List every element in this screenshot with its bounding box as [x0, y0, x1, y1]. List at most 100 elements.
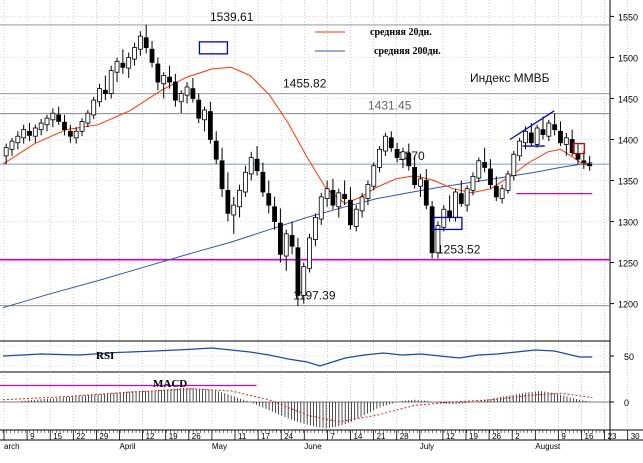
candle-down — [120, 62, 126, 68]
candle-up — [523, 130, 528, 144]
trend-line — [509, 110, 555, 141]
candle-down — [394, 148, 400, 158]
x-tick-label: 15 — [53, 432, 62, 441]
candle-up — [97, 88, 102, 103]
candle-down — [330, 189, 336, 206]
candle-up — [383, 135, 388, 152]
candle-up — [114, 61, 120, 73]
y-tick-label: 1450 — [618, 94, 638, 104]
candlestick-series — [3, 24, 593, 307]
x-tick-label: July — [420, 442, 434, 451]
candle-down — [295, 247, 301, 296]
candle-up — [470, 176, 476, 191]
x-tick-label: 19 — [169, 432, 178, 441]
level-label: 1539.61 — [210, 10, 254, 24]
x-tick-label: 21 — [377, 432, 386, 441]
candle-down — [56, 114, 62, 122]
candle-up — [476, 160, 482, 179]
candle-down — [458, 193, 464, 204]
candle-down — [213, 140, 219, 160]
candle-up — [32, 127, 38, 137]
x-tick-label: 9 — [30, 432, 35, 441]
candle-up — [563, 137, 569, 145]
y-tick-label: 1350 — [618, 177, 638, 187]
legend-ma20-label: средняя 20дн. — [370, 27, 432, 38]
candle-down — [143, 37, 149, 48]
candle-up — [324, 188, 330, 199]
candle-down — [447, 210, 453, 218]
x-tick-label: 29 — [99, 432, 108, 441]
candle-down — [540, 129, 546, 135]
candle-up — [248, 157, 254, 175]
x-tick-label: 26 — [492, 432, 501, 441]
x-tick-label: 28 — [400, 432, 409, 441]
x-tick-label: 7 — [330, 432, 335, 441]
candle-up — [499, 188, 505, 199]
candle-up — [137, 35, 143, 50]
rsi-line — [2, 347, 593, 367]
candle-up — [435, 225, 441, 254]
x-tick-label: 30 — [631, 432, 640, 441]
candle-down — [488, 168, 493, 186]
candle-down — [172, 81, 178, 101]
candle-down — [149, 48, 155, 63]
macd-tick-label: 0 — [624, 398, 629, 408]
candle-down — [587, 163, 593, 167]
candle-down — [196, 99, 202, 119]
candle-up — [108, 70, 114, 94]
x-tick-label: August — [535, 442, 561, 451]
annotation-box — [433, 216, 463, 231]
candle-down — [289, 235, 295, 247]
y-axis: 1550 1500 1450 1400 1350 1300 1250 1200 — [610, 12, 638, 310]
candle-up — [161, 75, 167, 85]
candle-up — [301, 266, 307, 296]
candle-down — [348, 199, 353, 226]
x-tick-label: 12 — [146, 432, 155, 441]
candle-up — [313, 217, 318, 240]
candle-down — [388, 137, 394, 149]
candle-down — [155, 63, 161, 83]
candle-down — [219, 160, 225, 190]
candle-up — [377, 148, 383, 168]
legend: средняя 20дн. средняя 200дн. — [315, 27, 441, 57]
candle-down — [482, 162, 488, 168]
legend-ma200-label: средняя 200дн. — [374, 46, 441, 57]
candle-up — [184, 86, 190, 96]
macd-panel: 0 — [0, 384, 629, 429]
candle-up — [353, 208, 359, 227]
candle-up — [400, 151, 406, 160]
candle-down — [102, 89, 108, 94]
candle-up — [242, 171, 248, 193]
candle-down — [225, 189, 231, 214]
candle-up — [546, 122, 552, 137]
x-tick-label: May — [212, 442, 227, 451]
x-tick-label: 9 — [561, 432, 566, 441]
candle-up — [126, 57, 132, 69]
candle-down — [254, 158, 260, 172]
annotations — [198, 41, 585, 231]
candle-up — [336, 192, 342, 208]
y-tick-label: 1400 — [618, 135, 638, 145]
candle-down — [575, 153, 581, 160]
candle-up — [44, 117, 50, 126]
candle-down — [272, 206, 277, 222]
x-tick-label: 22 — [76, 432, 85, 441]
candle-up — [3, 147, 9, 157]
y-tick-label: 1500 — [618, 53, 638, 63]
x-tick-label: 26 — [192, 432, 201, 441]
candle-down — [207, 111, 213, 140]
candle-up — [359, 196, 365, 212]
rsi-tick-label: 50 — [624, 352, 634, 362]
candle-down — [278, 222, 283, 255]
candle-up — [178, 93, 184, 103]
candle-up — [505, 173, 511, 191]
candle-down — [558, 130, 563, 144]
candle-down — [342, 194, 347, 199]
candle-up — [517, 140, 523, 157]
candle-up — [50, 112, 56, 121]
candle-down — [266, 193, 272, 206]
candle-up — [283, 233, 289, 257]
x-tick-label: 12 — [446, 432, 455, 441]
